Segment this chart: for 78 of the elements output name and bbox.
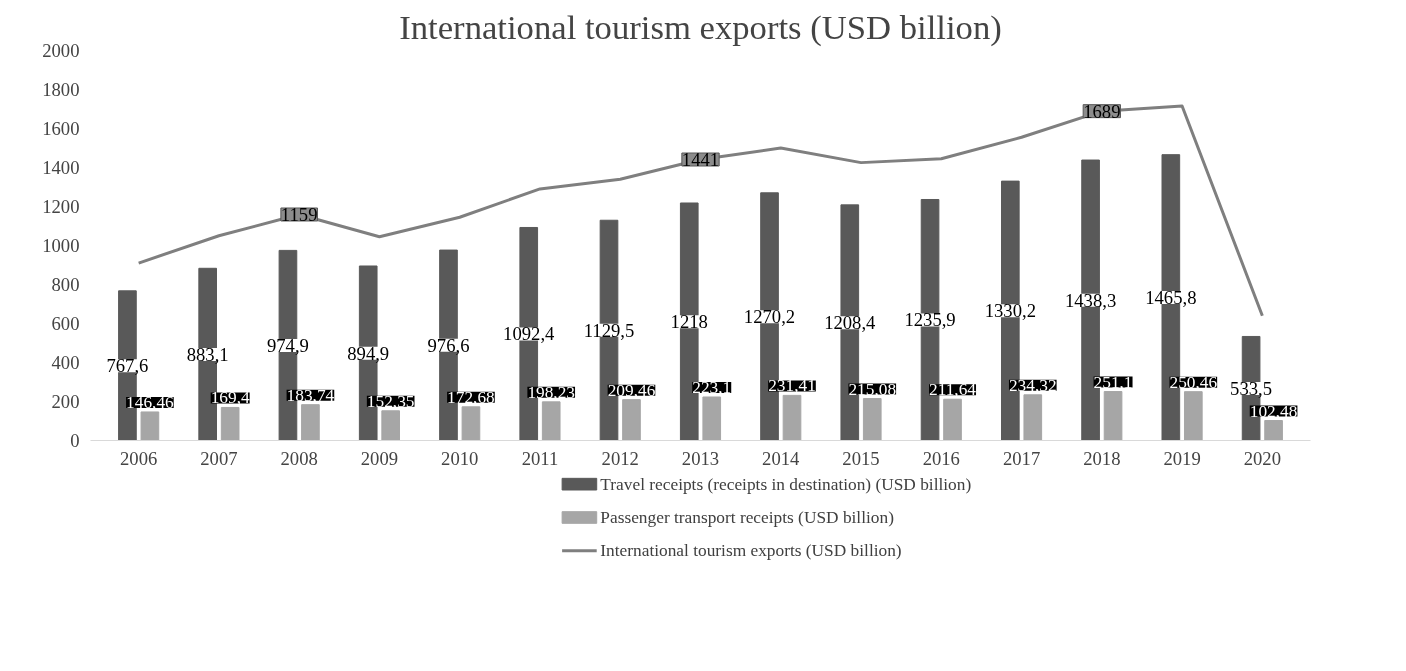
data-label: 1330,2 — [984, 300, 1036, 322]
data-label: 883,1 — [186, 343, 229, 365]
data-label: 767,6 — [106, 355, 149, 377]
y-tick-label: 1200 — [42, 196, 80, 217]
y-tick-label: 1600 — [42, 118, 80, 139]
x-tick-label: 2020 — [1243, 447, 1281, 469]
data-label: 231,41 — [768, 376, 816, 396]
y-tick-label: 200 — [51, 391, 80, 412]
legend-label: Passenger transport receipts (USD billion) — [600, 508, 895, 527]
data-label: 894,9 — [347, 342, 390, 364]
bar — [943, 398, 962, 441]
x-tick-label: 2008 — [280, 447, 318, 469]
data-label: 1270,2 — [743, 306, 796, 328]
bar — [381, 410, 401, 441]
data-label: 102,48 — [1249, 401, 1298, 421]
data-label: 1129,5 — [583, 319, 635, 341]
y-tick-label: 0 — [70, 430, 80, 451]
data-label: 1092,4 — [503, 323, 556, 345]
bar — [622, 399, 641, 441]
bar — [541, 401, 561, 441]
y-tick-label: 800 — [51, 274, 80, 295]
bar — [1264, 420, 1283, 441]
data-label: 172,68 — [447, 387, 495, 407]
data-label: 198,23 — [527, 382, 576, 402]
data-label: 183,74 — [286, 385, 335, 405]
bar — [301, 404, 320, 441]
data-label: 169,4 — [210, 388, 250, 408]
data-label: 1465,8 — [1145, 287, 1197, 309]
data-label: 146,46 — [126, 392, 175, 412]
x-tick-label: 2010 — [441, 447, 479, 469]
y-tick-label: 400 — [51, 352, 80, 373]
data-label: 1218 — [670, 311, 708, 333]
data-label: 533,5 — [1230, 377, 1273, 399]
y-tick-label: 2000 — [42, 40, 80, 61]
x-tick-label: 2013 — [681, 447, 720, 469]
x-tick-label: 2018 — [1083, 447, 1121, 469]
bar — [220, 406, 240, 441]
bar — [702, 396, 722, 441]
x-tick-label: 2019 — [1163, 447, 1201, 469]
data-label: 215,08 — [848, 379, 897, 399]
data-label: 1689 — [1083, 100, 1121, 122]
bar — [1023, 394, 1043, 441]
bar — [1183, 391, 1203, 441]
x-tick-label: 2017 — [1002, 447, 1041, 469]
bar — [1103, 391, 1123, 441]
chart-title: International tourism exports (USD billion) — [399, 7, 1002, 47]
data-label: 976,6 — [427, 334, 470, 356]
x-tick-label: 2015 — [842, 447, 880, 469]
data-label: 1438,3 — [1064, 289, 1117, 311]
bar — [140, 411, 160, 441]
data-label: 234,32 — [1008, 375, 1057, 395]
x-tick-label: 2016 — [922, 447, 960, 469]
x-tick-label: 2011 — [521, 447, 559, 469]
x-tick-label: 2007 — [200, 447, 238, 469]
bar — [461, 406, 481, 441]
bar — [862, 398, 882, 441]
y-tick-label: 600 — [51, 313, 80, 334]
y-tick-label: 1400 — [42, 157, 80, 178]
data-label: 209,46 — [607, 380, 656, 400]
data-label: 1159 — [280, 203, 318, 225]
data-label: 1441 — [681, 149, 720, 171]
legend-label: Travel receipts (receipts in destination) (USD billion) — [600, 474, 972, 494]
x-tick-label: 2006 — [120, 447, 158, 469]
y-tick-label: 1800 — [42, 79, 80, 100]
legend-label: International tourism exports (USD billion) — [600, 541, 902, 561]
data-label: 974,9 — [266, 334, 309, 356]
data-label: 211,64 — [929, 380, 977, 400]
y-tick-label: 1000 — [42, 235, 80, 256]
x-tick-label: 2014 — [762, 447, 801, 469]
data-label: 250,46 — [1169, 372, 1218, 392]
data-label: 152,35 — [366, 391, 415, 411]
data-label: 251,1 — [1093, 372, 1133, 392]
x-tick-label: 2012 — [601, 447, 639, 469]
data-label: 1235,9 — [904, 309, 956, 331]
x-tick-label: 2009 — [360, 447, 399, 469]
data-label: 1208,4 — [824, 312, 877, 334]
bar — [782, 394, 802, 441]
data-label: 223,1 — [692, 378, 732, 397]
